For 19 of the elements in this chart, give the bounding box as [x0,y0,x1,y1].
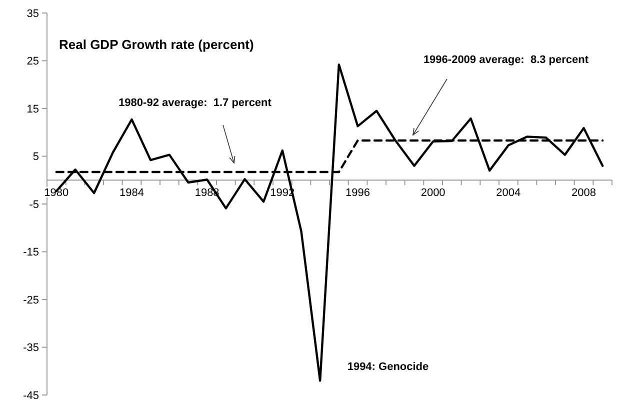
y-tick-label: -35 [23,342,39,354]
annotation: 1994: Genocide [347,361,429,373]
y-tick-label: 5 [32,151,39,164]
text: Real GDP Growth rate (percent) [59,37,254,52]
annotation: 1996-2009 average: 8.3 percent [423,54,589,66]
x-tick-label: 2000 [420,187,446,200]
x-tick-label: 1984 [120,187,144,200]
x-tick-label: 2008 [572,187,596,200]
y-tick-label: -5 [29,198,39,211]
x-tick-label: 2004 [496,187,521,200]
y-tick-label: -15 [23,246,39,259]
x-tick-label: 1996 [346,187,370,200]
annotation: 1980-92 average: 1.7 percent [118,97,272,109]
x-tick-label: 1980 [44,187,69,200]
y-tick-label: 15 [26,103,39,116]
y-tick-label: -25 [23,294,39,306]
y-tick-label: 25 [26,56,39,68]
y-tick-label: -45 [23,390,39,400]
y-tick-label: 35 [26,8,39,20]
